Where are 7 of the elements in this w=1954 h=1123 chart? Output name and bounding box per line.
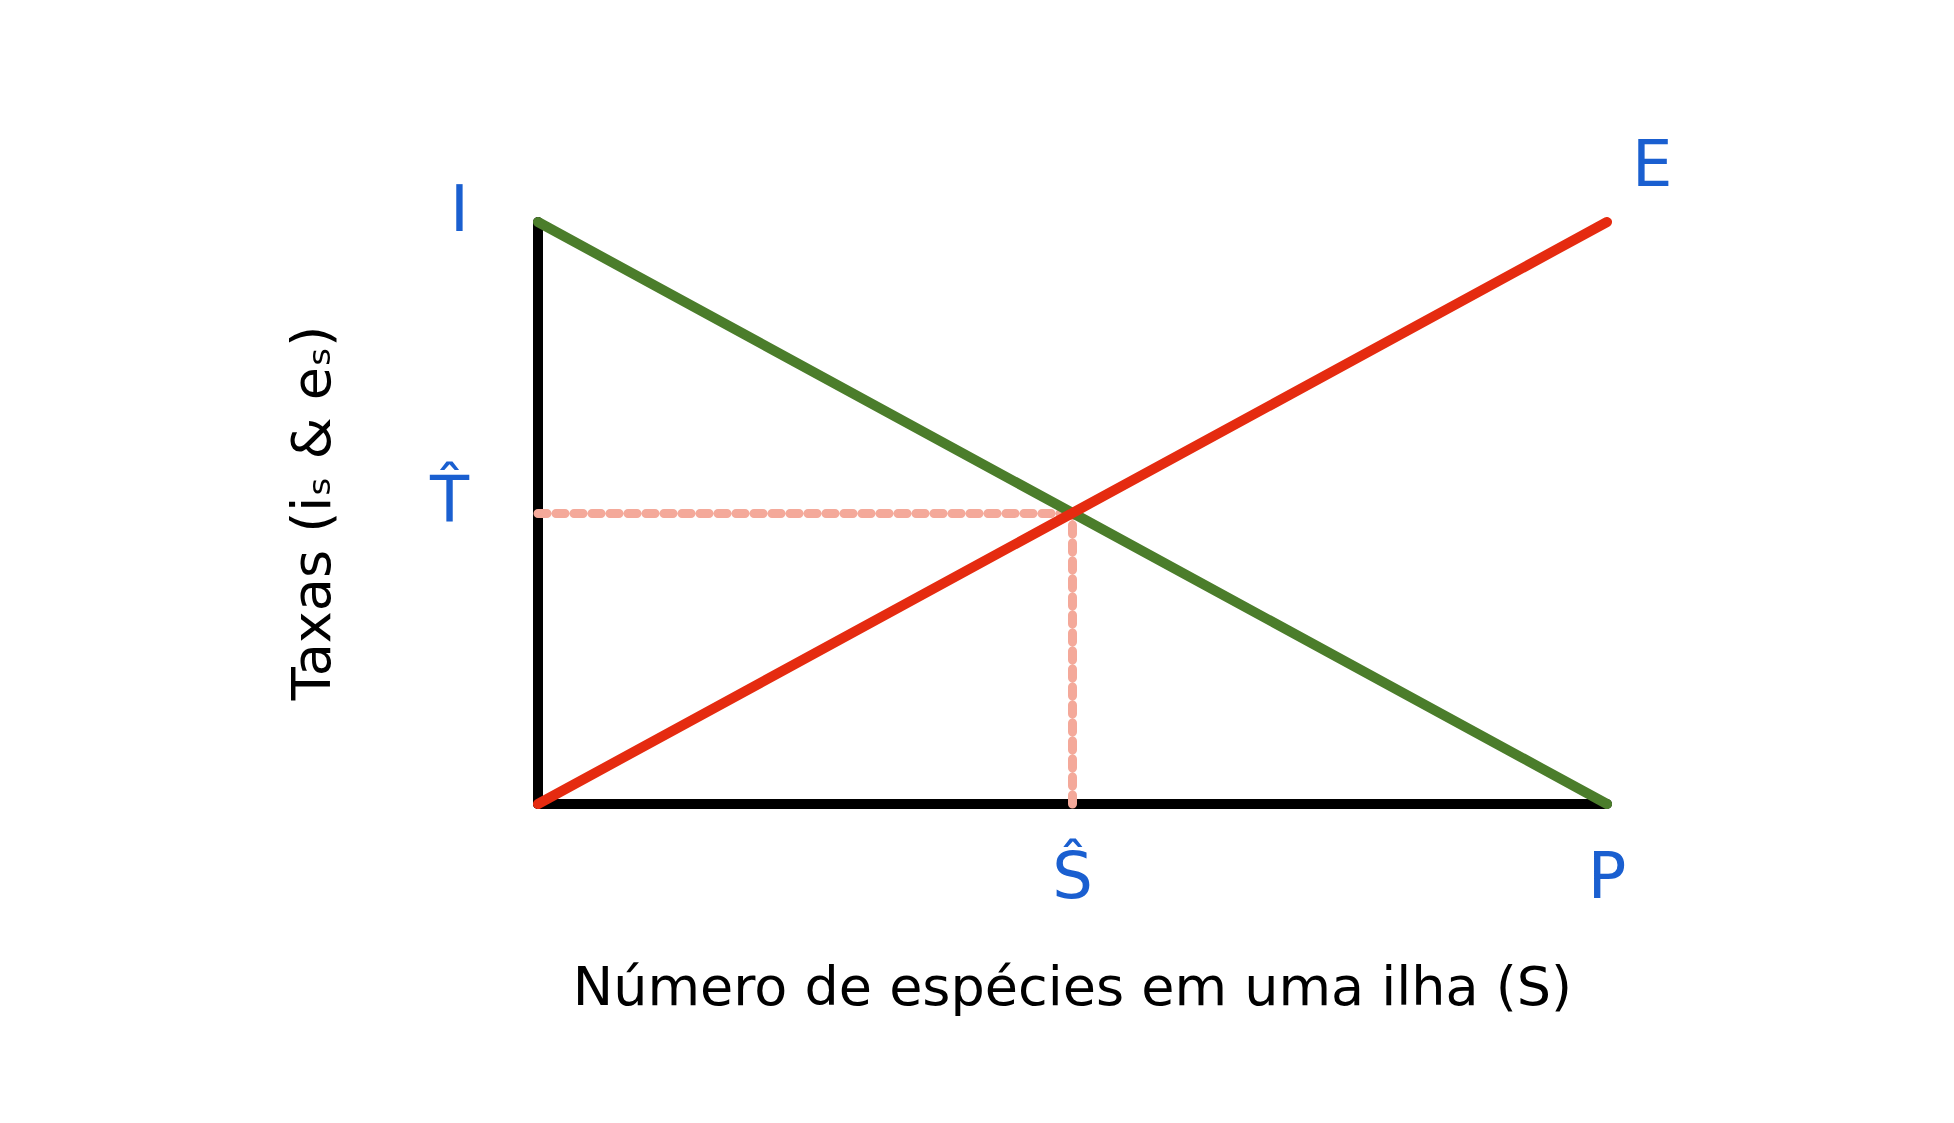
x-tick-label: P: [1587, 839, 1627, 913]
text: I: [450, 172, 469, 246]
x-tick-label: Ŝ: [1052, 838, 1093, 913]
x-axis-title: Número de espécies em uma ilha (S): [572, 954, 1573, 1018]
annotation: E: [1632, 127, 1673, 201]
ref-line-label: T̂: [429, 461, 470, 537]
y-axis-title: Taxas (iₛ & eₛ): [279, 325, 343, 702]
